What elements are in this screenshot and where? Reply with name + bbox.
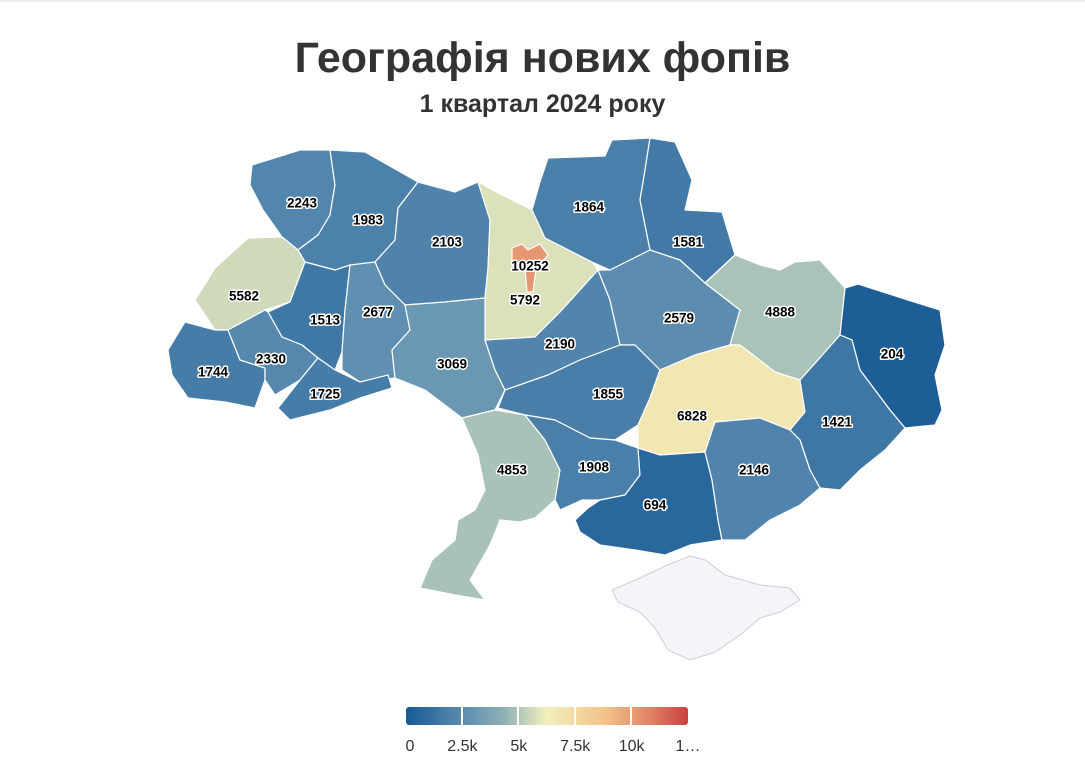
region-label-chernihiv: 1864 — [574, 200, 605, 215]
region-crimea — [611, 555, 801, 661]
region-odesa[interactable] — [419, 409, 561, 601]
region-label-ivano-frankivsk: 2330 — [256, 352, 286, 367]
region-label-rivne: 1983 — [353, 213, 384, 228]
region-label-khmelnytskyi: 2677 — [363, 305, 393, 320]
region-label-volyn: 2243 — [287, 196, 318, 211]
region-label-kyiv-city: 10252 — [511, 259, 549, 274]
legend-tick-label: 2.5k — [447, 738, 478, 755]
region-label-zakarpattia: 1744 — [198, 365, 229, 380]
region-label-mykolaiv: 1908 — [579, 460, 610, 475]
region-label-odesa: 4853 — [497, 463, 528, 478]
region-label-kirovohrad: 1855 — [593, 387, 624, 402]
region-chernivtsi[interactable] — [277, 357, 393, 421]
legend-tick-label: 7.5k — [560, 738, 591, 755]
region-label-chernivtsi: 1725 — [310, 387, 341, 402]
region-label-kyiv-oblast: 5792 — [510, 293, 540, 308]
legend-tick-label: 1… — [675, 738, 701, 755]
region-label-donetsk: 1421 — [822, 415, 853, 430]
color-legend-bar — [406, 707, 688, 725]
region-label-zhytomyr: 2103 — [432, 235, 463, 250]
region-label-lviv: 5582 — [229, 289, 259, 304]
region-label-luhansk: 204 — [881, 347, 904, 362]
legend-tick-label: 10k — [618, 738, 645, 755]
region-layer — [167, 137, 946, 661]
region-label-kherson: 694 — [644, 498, 667, 513]
top-rule — [0, 0, 1085, 2]
region-label-sumy: 1581 — [673, 235, 704, 250]
legend-divider — [517, 707, 519, 725]
label-layer: 2243 1983 2103 5792 10252 1864 1581 5582 1513 267… — [196, 194, 905, 514]
region-label-zaporizhzhia: 2146 — [739, 463, 770, 478]
region-kyiv-city[interactable] — [511, 243, 549, 293]
chart-title: Географія нових фопів — [294, 34, 791, 82]
color-legend — [406, 707, 688, 725]
legend-tick-label: 0 — [405, 738, 415, 755]
region-label-dnipropetrovsk: 6828 — [677, 409, 708, 424]
chart-subtitle: 1 квартал 2024 року — [419, 90, 666, 118]
region-label-ternopil: 1513 — [310, 313, 341, 328]
region-zaporizhzhia[interactable] — [704, 417, 821, 541]
region-label-kharkiv: 4888 — [765, 305, 796, 320]
region-label-cherkasy: 2190 — [545, 337, 575, 352]
region-label-poltava: 2579 — [664, 311, 694, 326]
legend-divider — [630, 707, 632, 725]
legend-divider — [461, 707, 463, 725]
legend-divider — [574, 707, 576, 725]
region-label-vinnytsia: 3069 — [437, 357, 467, 372]
legend-tick-label: 5k — [510, 738, 528, 755]
